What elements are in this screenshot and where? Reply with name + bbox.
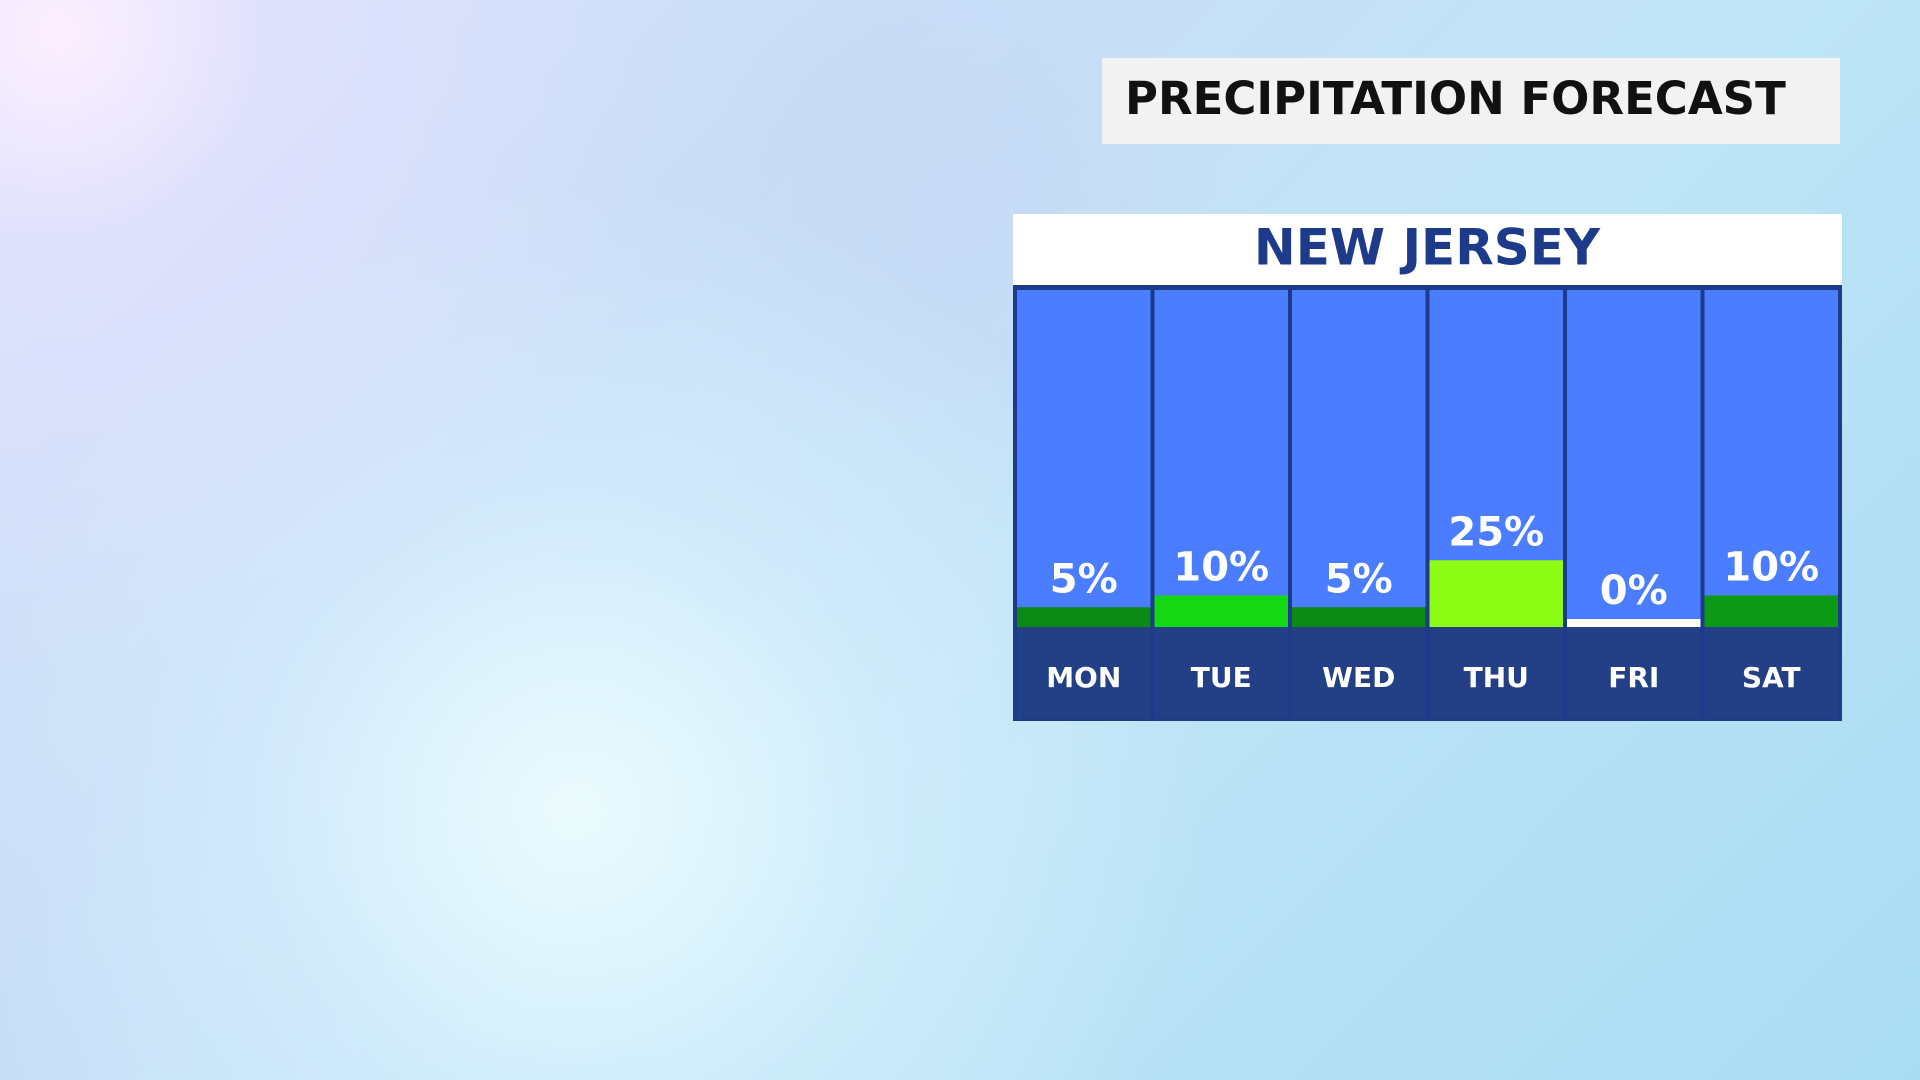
title-box: [1102, 58, 1840, 144]
value-label: 25%: [1448, 509, 1544, 555]
day-box: [1154, 627, 1288, 719]
day-box: [1567, 627, 1701, 719]
x-tick-label: TUE: [1191, 661, 1252, 694]
bar: [1017, 607, 1151, 627]
column: [1017, 290, 1151, 627]
x-tick-label: FRI: [1608, 661, 1659, 694]
value-label: 0%: [1600, 568, 1668, 614]
x-tick-label: MON: [1046, 661, 1121, 694]
subtitle-box: [1013, 214, 1842, 285]
value-label: 10%: [1723, 545, 1819, 591]
panel: [1013, 214, 1842, 721]
x-tick-label: SAT: [1742, 661, 1801, 694]
day-box: [1429, 627, 1563, 719]
bar: [1429, 560, 1563, 627]
bar: [1704, 595, 1838, 627]
value-label: 5%: [1325, 556, 1393, 602]
day-box: [1292, 627, 1426, 719]
column: [1567, 290, 1701, 627]
chart-subtitle: NEW JERSEY: [1254, 219, 1601, 277]
bar: [1154, 595, 1288, 627]
value-label: 5%: [1050, 556, 1118, 602]
column: [1704, 290, 1838, 627]
bar: [1567, 619, 1701, 627]
chart-title: PRECIPITATION FORECAST: [1125, 72, 1786, 125]
day-box: [1704, 627, 1838, 719]
column: [1292, 290, 1426, 627]
x-tick-label: THU: [1464, 661, 1529, 694]
value-label: 10%: [1173, 545, 1269, 591]
bar: [1292, 607, 1426, 627]
x-tick-label: WED: [1322, 661, 1395, 694]
day-box: [1017, 627, 1151, 719]
column: [1154, 290, 1288, 627]
